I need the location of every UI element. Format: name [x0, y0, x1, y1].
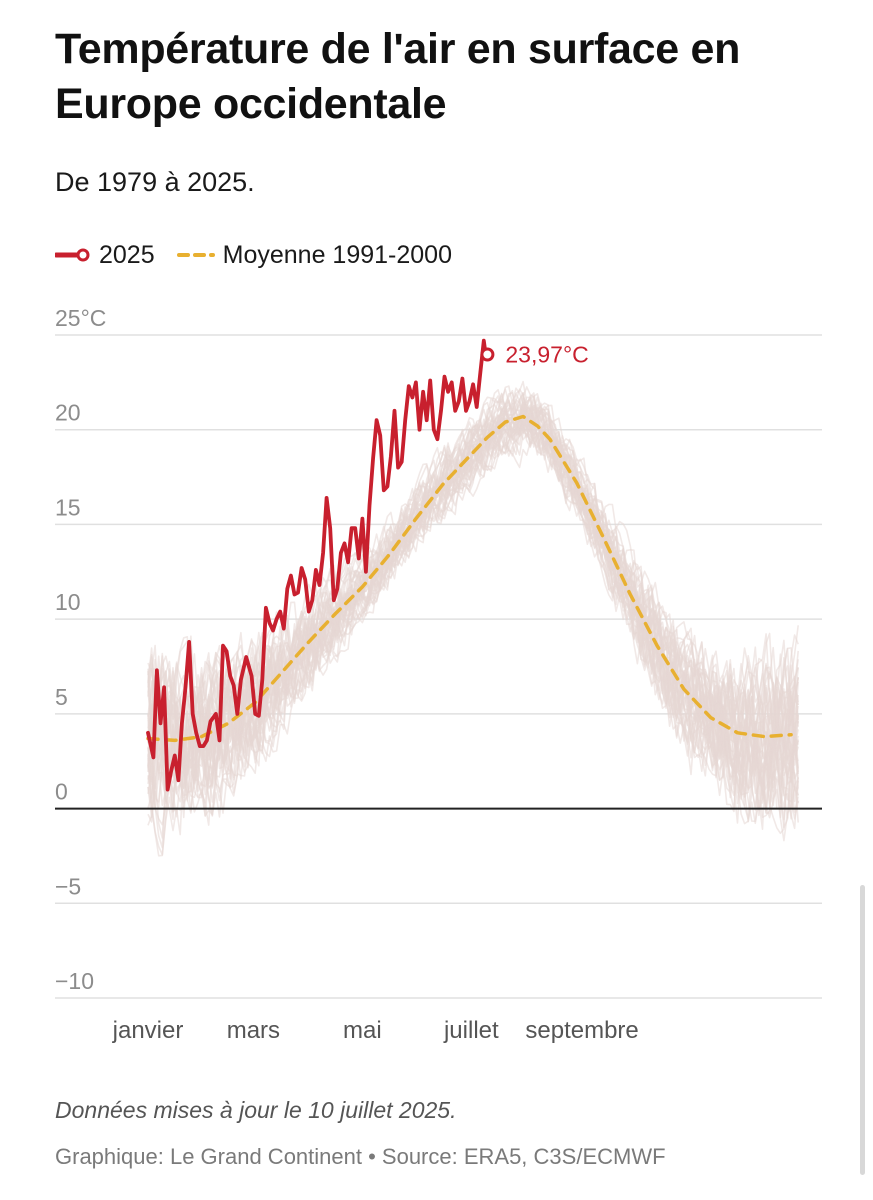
x-tick-label: janvier	[112, 1017, 184, 1044]
source-credit: Graphique: Le Grand Continent • Source: …	[55, 1144, 666, 1169]
mean-series	[146, 414, 793, 743]
chart-subtitle: De 1979 à 2025.	[55, 167, 255, 197]
chart-title: Température de l'air en surface en Europ…	[55, 25, 741, 128]
historical-year-line	[147, 393, 799, 774]
last-point-marker	[480, 347, 495, 362]
dashed-line-icon	[176, 253, 215, 257]
legend-item-2025: 2025	[55, 241, 155, 270]
x-axis-ticks: janvier mars mai juillet septembre	[112, 1017, 639, 1044]
legend-label-2025: 2025	[99, 240, 155, 269]
series-2025-line	[146, 338, 490, 792]
x-tick-label: septembre	[525, 1017, 638, 1044]
y-tick-label: 5	[55, 684, 68, 710]
series-2025: 23,97°C	[146, 338, 589, 792]
y-tick-label: −5	[55, 873, 81, 899]
y-tick-label: 15	[55, 494, 81, 520]
line-circle-icon	[55, 248, 90, 262]
legend-label-mean: Moyenne 1991-2000	[222, 240, 452, 269]
x-tick-label: mars	[227, 1017, 280, 1044]
y-tick-label: 25°C	[55, 305, 106, 331]
x-tick-label: juillet	[443, 1017, 499, 1044]
y-tick-label: 0	[55, 779, 68, 805]
y-axis-ticks: 25°C 20 15 10 5 0 −5 −10	[55, 305, 106, 994]
mean-line	[146, 414, 793, 743]
legend-item-mean: Moyenne 1991-2000	[176, 240, 452, 270]
legend: 2025 Moyenne 1991-2000	[55, 238, 474, 272]
y-tick-label: −10	[55, 968, 94, 994]
historical-year-line	[147, 421, 799, 849]
x-tick-label: mai	[343, 1017, 382, 1044]
scrollbar[interactable]	[860, 885, 865, 1175]
historical-year-line	[147, 413, 799, 796]
y-tick-label: 20	[55, 400, 81, 426]
historical-years-band	[147, 380, 799, 857]
temperature-chart: 25°C 20 15 10 5 0 −5 −10 janvier mars mai juillet s…	[55, 305, 822, 1044]
update-note: Données mises à jour le 10 juillet 2025.	[55, 1097, 457, 1123]
historical-year-line	[147, 404, 799, 820]
y-tick-label: 10	[55, 589, 81, 615]
last-value-label: 23,97°C	[505, 342, 588, 368]
